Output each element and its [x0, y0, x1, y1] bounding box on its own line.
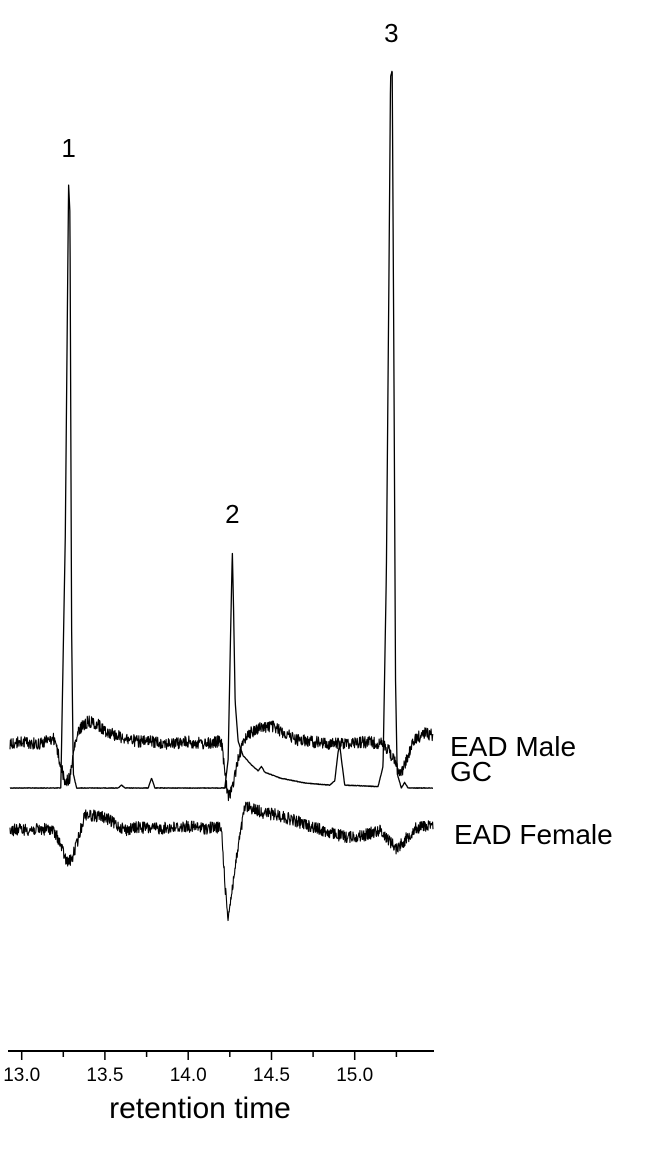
x-tick-label: 14.0: [170, 1065, 207, 1086]
peak-label-2: 2: [225, 499, 239, 529]
gc-trace-label: GC: [450, 756, 492, 787]
x-axis: 13.0 13.5 14.0 14.5 15.0 retention time: [3, 1050, 434, 1125]
peak-label-3: 3: [384, 18, 398, 48]
x-tick-label: 15.0: [336, 1065, 373, 1086]
ead-male-trace-group: EAD Male: [9, 715, 576, 802]
gc-trace-group: GC: [9, 70, 492, 789]
peak-label-1: 1: [61, 133, 75, 163]
x-tick-label: 13.0: [3, 1065, 40, 1086]
ead-female-trace: [9, 801, 434, 922]
peak-labels: 1 2 3: [61, 18, 398, 529]
ead-male-trace: [9, 715, 434, 802]
x-axis-ticks: 13.0 13.5 14.0 14.5 15.0: [3, 1051, 398, 1086]
x-tick-label: 14.5: [253, 1065, 290, 1086]
gc-trace: [9, 70, 434, 789]
ead-female-trace-label: EAD Female: [454, 819, 613, 850]
ead-female-trace-group: EAD Female: [9, 801, 613, 922]
x-tick-label: 13.5: [86, 1065, 123, 1086]
ead-male-trace-label: EAD Male: [450, 731, 576, 762]
x-axis-title: retention time: [109, 1092, 291, 1125]
